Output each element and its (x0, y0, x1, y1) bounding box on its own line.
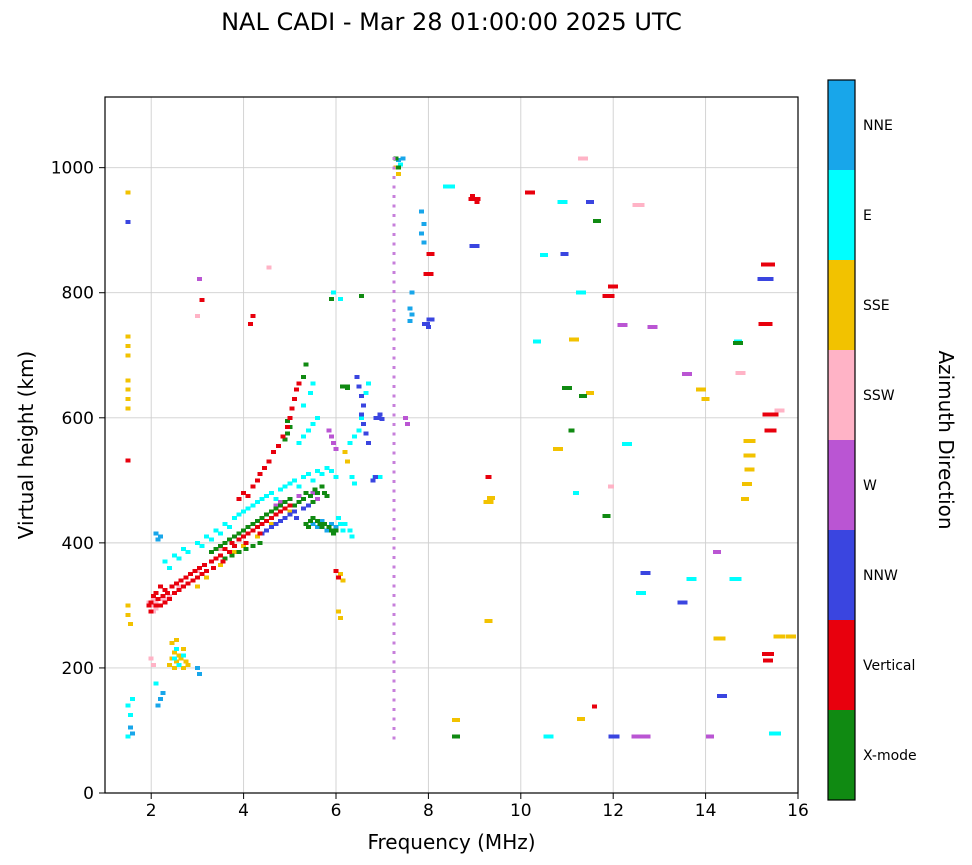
colorbar-block-SSE (828, 260, 855, 351)
x-tick-label: 12 (602, 801, 624, 821)
y-tick-label: 1000 (51, 159, 94, 179)
plot-border (104, 96, 799, 794)
colorbar-block-W (828, 440, 855, 531)
y-tick-label: 600 (62, 409, 94, 429)
series-NNE (127, 156, 427, 736)
y-tick-label: 800 (62, 284, 94, 304)
series-SSE (125, 165, 797, 722)
y-tick-label: 200 (62, 659, 94, 679)
axis-tick-labels: 2 4 6 8 10 12 14 16 0 200 400 600 800 1000 (51, 159, 809, 821)
y-tick-label: 0 (83, 784, 94, 804)
x-tick-label: 10 (510, 801, 532, 821)
colorbar-tick-label: NNW (863, 568, 898, 584)
colorbar-tick-label: W (863, 478, 877, 494)
series-NNW (125, 200, 774, 739)
series-SSW (146, 156, 785, 667)
colorbar-block-NNW (828, 530, 855, 621)
colorbar-tick-label: E (863, 208, 872, 224)
x-tick-label: 6 (331, 801, 342, 821)
chart-title: NAL CADI - Mar 28 01:00:00 2025 UTC (221, 8, 682, 36)
gridlines (105, 97, 799, 794)
colorbar-block-E (828, 170, 855, 261)
x-tick-label: 8 (423, 801, 434, 821)
colorbar-tick-label: NNE (863, 118, 893, 134)
colorbar-tick-label: X-mode (863, 748, 917, 764)
series-E (125, 162, 781, 739)
series-X-mode (208, 156, 743, 739)
x-tick-label: 2 (146, 801, 157, 821)
y-tick-label: 400 (62, 534, 94, 554)
x-tick-label: 14 (695, 801, 717, 821)
colorbar-tick-label: SSE (863, 298, 890, 314)
colorbar-block-X-mode (828, 710, 855, 801)
colorbar-tick-label: SSW (863, 388, 895, 404)
colorbar-block-Vertical (828, 620, 855, 711)
x-tick-label: 16 (787, 801, 809, 821)
x-axis-label: Frequency (MHz) (367, 830, 536, 854)
x-tick-label: 4 (238, 801, 249, 821)
dotted-vertical-line (392, 156, 396, 740)
series-Vertical (125, 190, 779, 709)
azimuth-colorbar: NNE E SSE SSW W NNW Vertical X-mode (827, 79, 917, 801)
axis-ticks (99, 167, 799, 799)
colorbar-block-NNE (828, 80, 855, 171)
colorbar-border (827, 79, 856, 801)
colorbar-tick-label: Vertical (863, 658, 915, 674)
colorbar-block-SSW (828, 350, 855, 441)
